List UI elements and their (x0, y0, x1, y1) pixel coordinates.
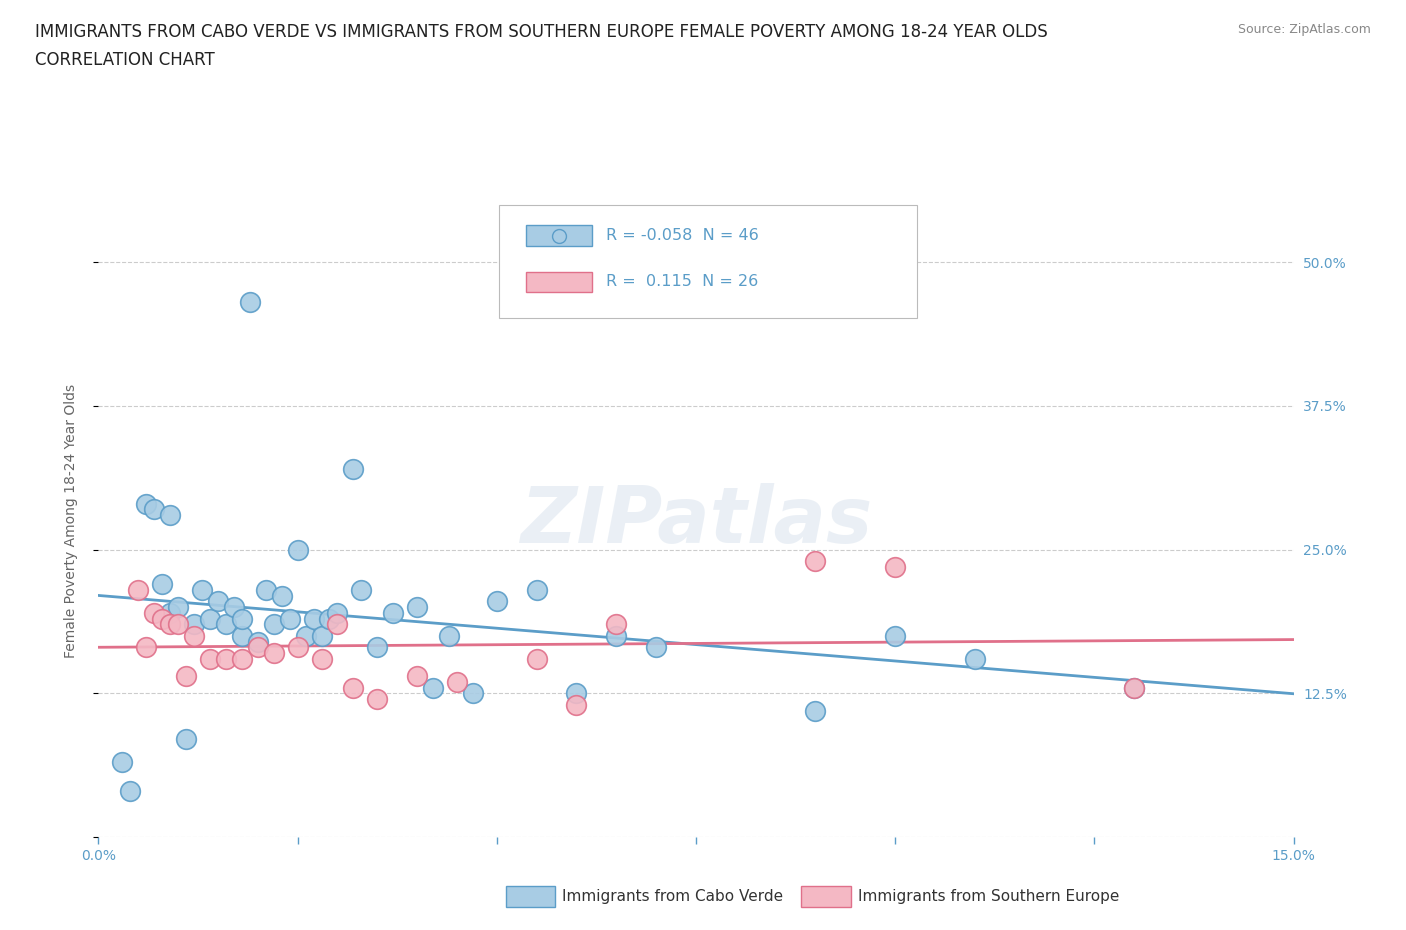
Point (311, 651, 333, 666)
Point (143, 605, 166, 620)
Point (263, 617, 285, 631)
Text: R =  0.115  N = 26: R = 0.115 N = 26 (606, 274, 759, 289)
Point (278, 611, 301, 626)
Point (159, 617, 181, 631)
Point (191, 582, 214, 597)
Point (174, 732, 197, 747)
Point (287, 542, 309, 557)
Text: CORRELATION CHART: CORRELATION CHART (35, 51, 215, 69)
Point (302, 611, 325, 626)
Point (207, 594, 229, 609)
Point (215, 651, 238, 666)
Point (174, 669, 197, 684)
Point (311, 629, 333, 644)
Point (231, 629, 253, 644)
Text: Immigrants from Southern Europe: Immigrants from Southern Europe (858, 889, 1119, 904)
Point (254, 582, 277, 597)
Point (366, 692, 388, 707)
Point (231, 611, 253, 626)
Point (127, 582, 149, 597)
Point (461, 685, 484, 700)
Point (111, 755, 134, 770)
Y-axis label: Female Poverty Among 18-24 Year Olds: Female Poverty Among 18-24 Year Olds (63, 384, 77, 658)
Text: ZIPatlas: ZIPatlas (520, 483, 872, 559)
Point (231, 651, 253, 666)
Text: IMMIGRANTS FROM CABO VERDE VS IMMIGRANTS FROM SOUTHERN EUROPE FEMALE POVERTY AMO: IMMIGRANTS FROM CABO VERDE VS IMMIGRANTS… (35, 23, 1047, 41)
Point (167, 600, 190, 615)
Point (150, 577, 173, 591)
Point (350, 582, 373, 597)
Point (406, 669, 429, 684)
Point (239, 295, 262, 310)
Point (342, 461, 364, 476)
Point (605, 617, 627, 631)
Point (135, 640, 157, 655)
Point (120, 784, 142, 799)
Point (565, 685, 588, 700)
Point (446, 674, 468, 689)
Point (804, 553, 827, 568)
Point (1123, 680, 1146, 695)
Point (215, 617, 238, 631)
Point (406, 600, 429, 615)
Point (198, 651, 221, 666)
Point (263, 645, 285, 660)
Point (143, 502, 166, 517)
Point (366, 640, 388, 655)
Point (198, 611, 221, 626)
Point (135, 496, 157, 511)
Point (150, 611, 173, 626)
Point (183, 617, 205, 631)
Point (318, 611, 340, 626)
FancyBboxPatch shape (526, 225, 592, 246)
Point (963, 651, 986, 666)
Point (1123, 680, 1146, 695)
Point (645, 640, 668, 655)
Point (167, 617, 190, 631)
Point (294, 629, 316, 644)
Point (222, 600, 245, 615)
Point (526, 582, 548, 597)
Point (437, 629, 460, 644)
Point (183, 629, 205, 644)
Point (287, 640, 309, 655)
Text: Immigrants from Cabo Verde: Immigrants from Cabo Verde (562, 889, 783, 904)
Point (526, 651, 548, 666)
Point (159, 605, 181, 620)
Text: Source: ZipAtlas.com: Source: ZipAtlas.com (1237, 23, 1371, 36)
Point (326, 605, 349, 620)
Point (326, 617, 349, 631)
Point (565, 698, 588, 712)
FancyBboxPatch shape (499, 205, 917, 318)
Point (485, 594, 508, 609)
Point (159, 508, 181, 523)
Point (342, 680, 364, 695)
FancyBboxPatch shape (526, 272, 592, 292)
Point (382, 605, 405, 620)
Point (246, 640, 269, 655)
Point (804, 703, 827, 718)
Point (884, 559, 907, 574)
Point (605, 629, 627, 644)
Point (246, 634, 269, 649)
Text: R = -0.058  N = 46: R = -0.058 N = 46 (606, 228, 759, 243)
Point (884, 629, 907, 644)
Point (270, 588, 292, 603)
Point (422, 680, 444, 695)
